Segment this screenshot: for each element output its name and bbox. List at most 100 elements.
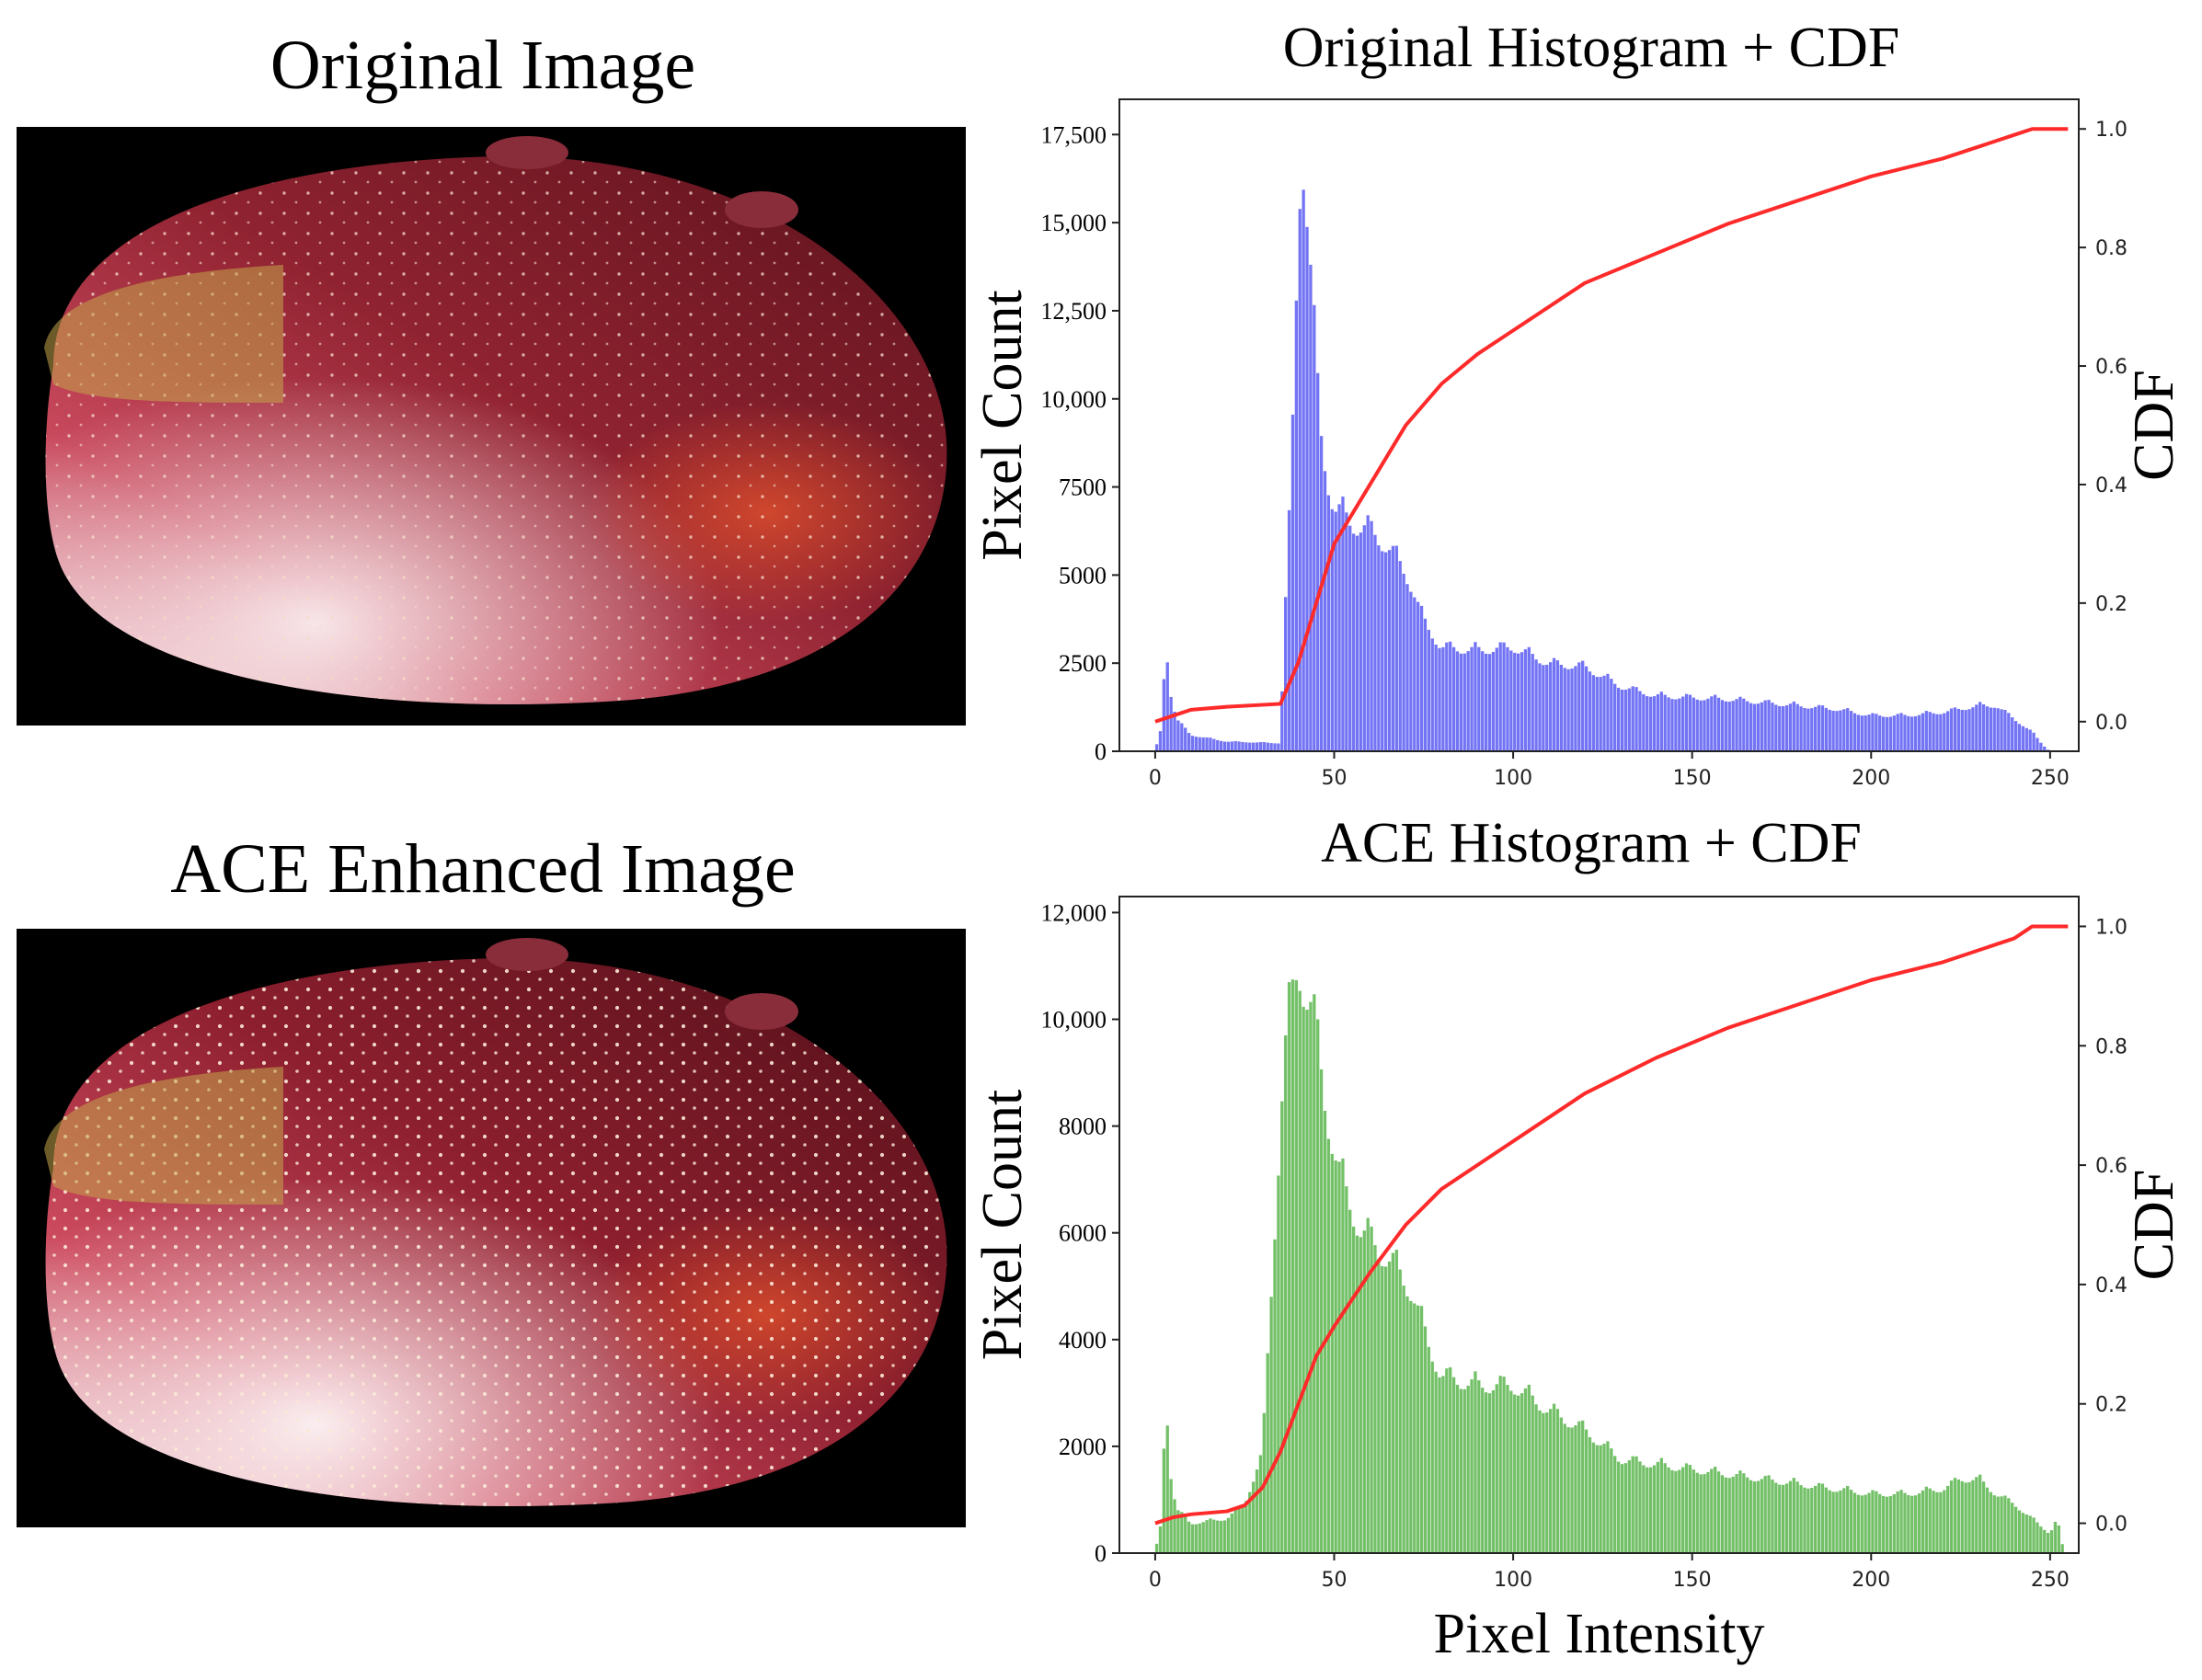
histogram-bar xyxy=(1470,646,1474,751)
histogram-bar xyxy=(2036,1522,2039,1553)
histogram-bar xyxy=(1971,1480,1975,1553)
histogram-bar xyxy=(1351,1226,1356,1553)
histogram-bar xyxy=(1523,649,1528,751)
histogram-bar xyxy=(1169,696,1173,751)
histogram-bar xyxy=(2043,746,2047,751)
histogram-bar xyxy=(1602,675,1606,751)
histogram-bar xyxy=(1749,1480,1753,1553)
histogram-bar xyxy=(1212,1519,1216,1553)
histogram-bar xyxy=(1835,1491,1839,1553)
histogram-bar xyxy=(1735,699,1738,751)
histogram-bar xyxy=(1438,647,1441,751)
histogram-bar xyxy=(1566,669,1570,751)
histogram-bar xyxy=(1484,653,1488,751)
histogram-bar xyxy=(1716,1471,1721,1553)
histogram-bar xyxy=(1302,1006,1305,1553)
histogram-bar xyxy=(1616,687,1621,751)
y-tick-label: 2000 xyxy=(1059,1434,1107,1460)
histogram-bar xyxy=(1373,534,1377,751)
histogram-bar xyxy=(1334,511,1337,751)
histogram-bar xyxy=(1799,1485,1803,1553)
histogram-bar xyxy=(1187,1521,1191,1553)
histogram-bar xyxy=(1509,1390,1513,1553)
histogram-bar xyxy=(1727,1478,1731,1553)
histogram-bar xyxy=(1230,1513,1233,1553)
histogram-bar xyxy=(1960,1480,1964,1553)
histogram-bar xyxy=(1198,1523,1201,1553)
histogram-bar xyxy=(1714,694,1717,751)
x-tick-label: 50 xyxy=(1322,767,1348,790)
ace-image-title: ACE Enhanced Image xyxy=(170,830,796,908)
histogram-bar xyxy=(1595,677,1599,751)
y2-tick-label: 0.2 xyxy=(2095,1394,2127,1417)
histogram-bar xyxy=(1820,1483,1825,1553)
histogram-bar xyxy=(1298,990,1302,1553)
histogram-bar xyxy=(1449,641,1452,751)
histogram-bar xyxy=(1839,1490,1842,1553)
histogram-bar xyxy=(1992,1495,1996,1553)
y-tick-label: 15,000 xyxy=(1041,210,1107,236)
histogram-bar xyxy=(1244,742,1248,751)
histogram-bar xyxy=(1652,1465,1657,1553)
histogram-bar xyxy=(1534,659,1538,751)
histogram-bar xyxy=(1967,709,1971,751)
histogram-bar xyxy=(1656,694,1660,751)
histogram-bar xyxy=(1613,1456,1617,1553)
histogram-bar xyxy=(1549,662,1553,751)
histogram-bar xyxy=(1427,629,1431,751)
histogram-bar xyxy=(1953,1478,1957,1553)
histogram-bar xyxy=(1402,573,1405,751)
histogram-bar xyxy=(1939,714,1943,751)
histogram-bar xyxy=(1405,1296,1409,1553)
histogram-bar xyxy=(1391,545,1395,751)
histogram-bar xyxy=(1370,520,1373,751)
histogram-bar xyxy=(1864,715,1867,751)
histogram-bar xyxy=(1981,703,1986,751)
histogram-bar xyxy=(1233,1508,1237,1553)
histogram-bar xyxy=(1584,1429,1588,1553)
histogram-bar xyxy=(1441,646,1445,751)
histogram-bar xyxy=(1359,1237,1363,1553)
histogram-bar xyxy=(1506,1385,1509,1553)
histogram-bar xyxy=(2053,1521,2058,1553)
histogram-bar xyxy=(1738,1470,1742,1553)
y-tick-label: 7500 xyxy=(1059,474,1107,501)
histogram-bar xyxy=(1824,707,1828,751)
histogram-bar xyxy=(1394,545,1398,751)
histogram-bar xyxy=(1778,1484,1782,1553)
y-tick-label: 10,000 xyxy=(1041,386,1107,413)
histogram-bar xyxy=(1280,691,1284,751)
histogram-bar xyxy=(1538,1410,1542,1553)
x-tick-label: 0 xyxy=(1149,767,1162,790)
histogram-bar xyxy=(1678,698,1681,751)
histogram-bar xyxy=(1334,1160,1337,1553)
histogram-bar xyxy=(1419,605,1424,751)
histogram-bar xyxy=(1824,1487,1828,1553)
histogram-bar xyxy=(1549,1409,1553,1553)
histogram-bar xyxy=(2017,1510,2022,1553)
histogram-bar xyxy=(1370,1226,1373,1553)
histogram-bar xyxy=(1545,664,1549,751)
histogram-bar xyxy=(1316,372,1320,751)
histogram-bar xyxy=(1477,646,1481,751)
histogram-bar xyxy=(1173,1499,1176,1553)
y-tick-label: 17,500 xyxy=(1041,121,1107,148)
histogram-bar xyxy=(1849,711,1853,751)
histogram-bar xyxy=(2013,721,2018,751)
histogram-bar xyxy=(1359,532,1363,751)
x-tick-label: 150 xyxy=(1673,767,1712,790)
histogram-bar xyxy=(1688,694,1692,751)
histogram-bar xyxy=(1502,1377,1506,1553)
histogram-bar xyxy=(1631,1456,1634,1553)
histogram-bar xyxy=(1846,708,1850,751)
histogram-bar xyxy=(1262,742,1266,751)
histogram-bar xyxy=(1917,714,1921,751)
histogram-bar xyxy=(1173,712,1176,751)
histogram-bar xyxy=(1348,1209,1352,1553)
histogram-bar xyxy=(1996,1496,2000,1553)
histogram-bar xyxy=(1591,675,1596,751)
histogram-bar xyxy=(2060,1544,2064,1553)
y2-tick-label: 0.6 xyxy=(2095,356,2127,379)
histogram-bar xyxy=(1839,710,1842,751)
x-tick-label: 200 xyxy=(1852,767,1890,790)
